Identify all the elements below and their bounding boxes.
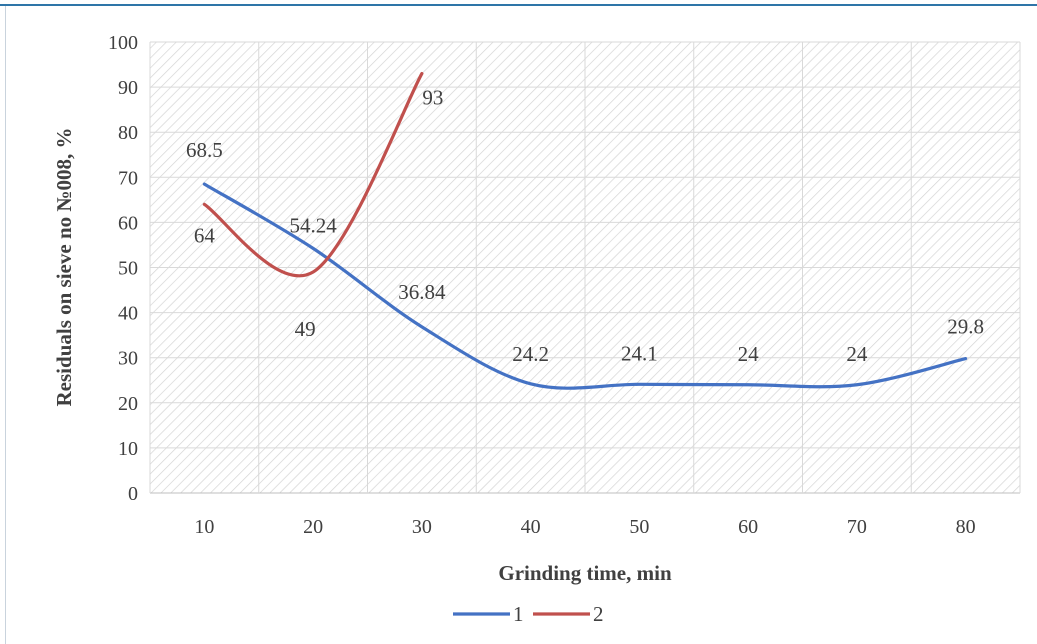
legend-label-1: 1 [513,602,524,626]
data-label: 68.5 [186,138,223,162]
data-label: 29.8 [947,315,984,339]
y-tick-label: 0 [128,483,138,505]
data-label: 93 [422,86,443,110]
data-label: 54.24 [290,213,338,237]
y-axis-title: Residuals on sieve no №008, % [52,128,76,407]
y-axis-ticks: 0 10 20 30 40 50 60 70 80 90 100 [108,32,138,505]
frame-left-border [5,6,6,644]
data-label: 24.1 [621,341,658,365]
y-tick-label: 20 [118,393,138,415]
x-tick-label: 20 [303,516,323,538]
x-axis-title: Grinding time, min [498,561,672,585]
y-tick-label: 10 [118,438,138,460]
y-tick-label: 80 [118,122,138,144]
x-tick-label: 10 [194,516,214,538]
x-tick-label: 80 [956,516,976,538]
series-lines [202,71,968,390]
data-label: 24 [846,342,868,366]
y-tick-label: 70 [118,167,138,189]
frame-top-border [0,4,1037,6]
x-tick-label: 30 [412,516,432,538]
x-tick-label: 40 [521,516,541,538]
legend-label-2: 2 [593,602,604,626]
x-tick-label: 50 [629,516,649,538]
series-line-1 [202,182,968,390]
series-line-2 [202,71,424,278]
x-axis-ticks: 10 20 30 40 50 60 70 80 [194,516,975,538]
y-tick-label: 100 [108,32,138,54]
data-labels: 68.5 54.24 36.84 24.2 24.1 24 24 29.8 64 49 93 [186,86,984,366]
y-tick-label: 60 [118,212,138,234]
y-tick-label: 90 [118,77,138,99]
y-tick-label: 50 [118,258,138,280]
data-label: 24 [738,342,760,366]
data-label: 24.2 [512,342,549,366]
y-tick-label: 40 [118,303,138,325]
data-label: 49 [295,317,316,341]
x-tick-label: 70 [847,516,867,538]
x-tick-label: 60 [738,516,758,538]
gridlines [149,41,1021,494]
data-label: 64 [194,223,216,247]
y-tick-label: 30 [118,348,138,370]
data-label: 36.84 [398,280,446,304]
